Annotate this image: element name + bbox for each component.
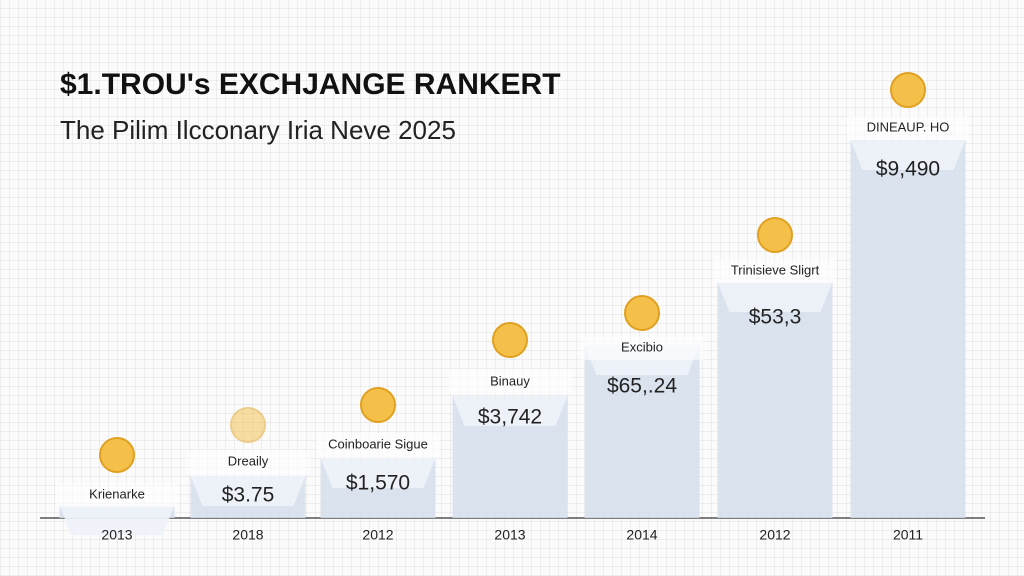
label-strip <box>580 336 704 360</box>
item-year: 2018 <box>232 527 263 543</box>
icon <box>230 407 266 443</box>
bar-shade <box>850 140 966 170</box>
item-year: 2012 <box>759 527 790 543</box>
label-strip <box>448 370 572 394</box>
icon <box>360 387 396 423</box>
item-price: $9,490 <box>876 158 940 181</box>
bar-shade <box>190 476 306 506</box>
bar-shade <box>59 505 175 535</box>
bar <box>850 140 966 518</box>
item-name: DINEAUP. HO <box>867 119 950 134</box>
item-name: Coinboarie Sigue <box>328 436 428 451</box>
item-year: 2014 <box>626 527 657 543</box>
item-year: 2013 <box>494 527 525 543</box>
label-strip <box>713 259 837 283</box>
icon <box>890 72 926 108</box>
label-strip <box>316 433 440 457</box>
item-price: $1,570 <box>346 472 410 495</box>
subtitle: The Pilim Ilcconary Iria Neve 2025 <box>60 115 456 145</box>
icon <box>624 295 660 331</box>
icon <box>492 322 528 358</box>
item-year: 2011 <box>893 527 923 543</box>
item-name: Dreaily <box>228 453 269 468</box>
item-price: $65,.24 <box>607 375 677 398</box>
item-price: $3.75 <box>222 484 275 507</box>
bar-shade <box>320 458 436 488</box>
item-year: 2013 <box>101 527 132 543</box>
title: $1.TROU's EXCHJANGE RANKERT <box>60 68 561 101</box>
item-name: Binauy <box>490 373 530 388</box>
label-strip <box>186 450 310 474</box>
label-strip <box>55 483 179 507</box>
icon <box>757 217 793 253</box>
item-name: Excibio <box>621 339 663 354</box>
item-name: Krienarke <box>89 486 145 501</box>
item-year: 2012 <box>362 527 393 543</box>
bar-shade <box>717 282 833 312</box>
bar-shade <box>452 396 568 426</box>
bar <box>717 282 833 518</box>
icon <box>99 437 135 473</box>
item-price: $53,3 <box>749 306 802 329</box>
item-price: $3,742 <box>478 406 542 429</box>
label-strip <box>846 116 970 140</box>
item-name: Trinisieve Sligrt <box>731 262 820 277</box>
